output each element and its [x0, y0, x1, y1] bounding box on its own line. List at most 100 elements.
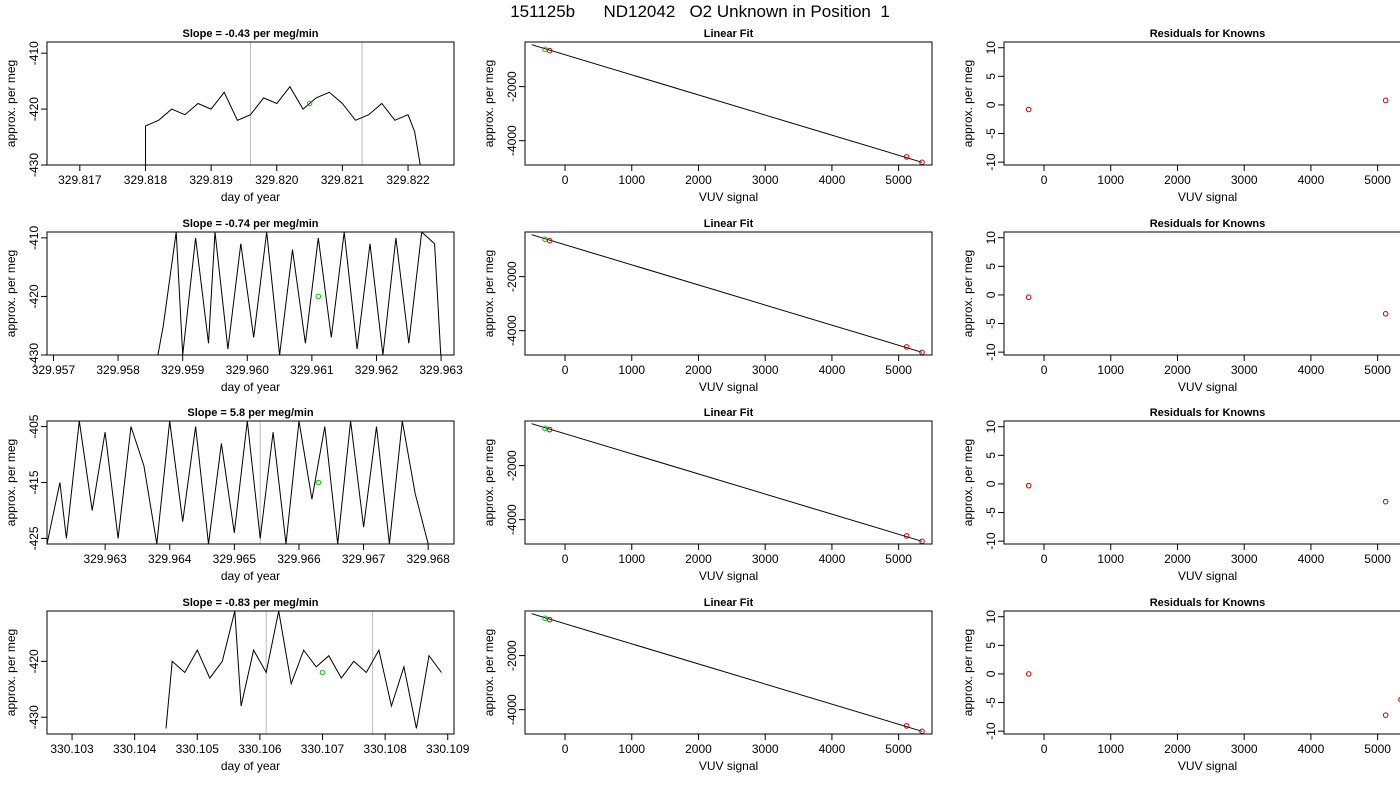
x-tick-label: 3000	[752, 363, 779, 377]
x-tick-label: 1000	[1097, 363, 1124, 377]
y-tick-label: -5	[984, 507, 998, 518]
y-axis-label: approx. per meg	[961, 439, 975, 526]
data-series-line	[165, 611, 442, 729]
plot-area	[531, 44, 925, 165]
panel-4-2: Linear Fit 0 1000 2000 3000 4000 5000 -2000 -400…	[482, 597, 933, 773]
panel-title: Linear Fit	[704, 597, 754, 609]
x-axis-label: day of year	[221, 759, 280, 773]
x-tick-label: 0	[562, 742, 569, 756]
data-point	[903, 533, 910, 539]
y-axis-label: approx. per meg	[4, 60, 18, 147]
y-axis-label: approx. per meg	[4, 629, 18, 716]
x-tick-label: 2000	[1164, 363, 1191, 377]
x-tick-label: 3000	[752, 552, 779, 566]
y-axis-label: approx. per meg	[482, 60, 496, 147]
x-tick-label: 5000	[1364, 173, 1391, 187]
x-tick-label: 329.968	[406, 552, 450, 566]
plot-area	[1025, 482, 1389, 505]
data-point	[1382, 97, 1389, 104]
fit-line	[531, 423, 923, 542]
panel-title: Slope = -0.74 per meg/min	[182, 218, 318, 230]
y-tick-label: -4000	[505, 694, 519, 725]
x-tick-label: 2000	[685, 173, 712, 187]
panel-3-2: Linear Fit 0 1000 2000 3000 4000 5000 -2000 -400…	[482, 407, 933, 583]
panel-title: Slope = -0.83 per meg/min	[182, 597, 318, 609]
x-axis-label: VUV signal	[699, 190, 758, 204]
x-tick-label: 4000	[819, 552, 846, 566]
data-point	[546, 47, 553, 54]
y-tick-label: 10	[984, 41, 998, 55]
plot-frame	[524, 41, 933, 166]
plot-area	[47, 421, 429, 544]
x-axis-label: VUV signal	[1178, 380, 1237, 394]
y-tick-label: -10	[984, 343, 998, 361]
y-tick-label: -10	[984, 153, 998, 171]
x-tick-label: 329.961	[290, 363, 334, 377]
panel-1-2: Linear Fit 0 1000 2000 3000 4000 5000 -2000 -400…	[482, 28, 933, 204]
data-point	[1025, 482, 1032, 489]
x-tick-label: 329.957	[32, 363, 76, 377]
y-tick-label: 5	[984, 642, 998, 649]
x-tick-label: 1000	[618, 742, 645, 756]
x-tick-label: 1000	[1097, 742, 1124, 756]
plot-area	[531, 423, 925, 544]
x-axis-label: day of year	[221, 569, 280, 583]
panel-3-3: Residuals for Knowns 0 1000 2000 3000 4000 500…	[961, 407, 1400, 583]
y-tick-label: -2000	[505, 71, 519, 102]
x-tick-label: 329.819	[189, 173, 233, 187]
data-series-line	[47, 421, 429, 544]
y-tick-label: -415	[27, 470, 41, 494]
x-tick-label: 330.106	[238, 742, 282, 756]
plot-area	[1025, 294, 1389, 317]
x-tick-label: 330.108	[363, 742, 407, 756]
y-tick-label: -4000	[505, 504, 519, 535]
y-tick-label: -2000	[505, 640, 519, 671]
x-tick-label: 5000	[885, 552, 912, 566]
panel-title: Residuals for Knowns	[1150, 597, 1266, 609]
y-tick-label: -4000	[505, 315, 519, 346]
plot-area	[1025, 671, 1400, 718]
panel-3-1: Slope = 5.8 per meg/min 329.963 329.964 329…	[4, 407, 455, 583]
y-tick-label: -410	[27, 226, 41, 250]
x-tick-label: 329.964	[148, 552, 192, 566]
y-tick-label: -2000	[505, 450, 519, 481]
plot-frame	[1003, 610, 1400, 735]
x-tick-label: 5000	[885, 173, 912, 187]
y-tick-label: 10	[984, 231, 998, 245]
x-tick-label: 330.103	[50, 742, 94, 756]
panel-4-1: Slope = -0.83 per meg/min 330.103 330.104 3…	[4, 597, 470, 773]
y-tick-label: 0	[984, 670, 998, 677]
figure-title: 151125b ND12042 O2 Unknown in Position 1	[510, 2, 890, 21]
x-tick-label: 329.965	[213, 552, 257, 566]
data-point	[1382, 712, 1389, 718]
x-tick-label: 1000	[1097, 552, 1124, 566]
data-point	[546, 426, 553, 433]
x-tick-label: 0	[1041, 742, 1048, 756]
y-tick-label: -10	[984, 532, 998, 550]
x-tick-label: 329.822	[386, 173, 430, 187]
x-tick-label: 4000	[819, 363, 846, 377]
y-tick-label: -430	[27, 153, 41, 177]
x-tick-label: 5000	[885, 742, 912, 756]
y-axis-label: approx. per meg	[961, 629, 975, 716]
data-point	[903, 154, 910, 160]
plot-frame	[524, 610, 933, 735]
plot-area	[145, 42, 421, 165]
data-point	[546, 237, 553, 244]
x-tick-label: 329.959	[161, 363, 205, 377]
panel-title: Linear Fit	[704, 407, 754, 419]
x-tick-label: 4000	[819, 742, 846, 756]
x-tick-label: 329.817	[58, 173, 102, 187]
x-tick-label: 0	[562, 363, 569, 377]
y-axis-label: approx. per meg	[482, 250, 496, 337]
x-tick-label: 0	[562, 552, 569, 566]
y-tick-label: -430	[27, 343, 41, 367]
plot-frame	[46, 231, 455, 356]
x-axis-label: day of year	[221, 190, 280, 204]
panel-1-1: Slope = -0.43 per meg/min 329.817 329.818 3…	[4, 28, 455, 204]
y-tick-label: -420	[27, 97, 41, 121]
x-tick-label: 330.105	[176, 742, 220, 756]
data-point	[546, 616, 553, 623]
plot-area	[531, 234, 925, 355]
